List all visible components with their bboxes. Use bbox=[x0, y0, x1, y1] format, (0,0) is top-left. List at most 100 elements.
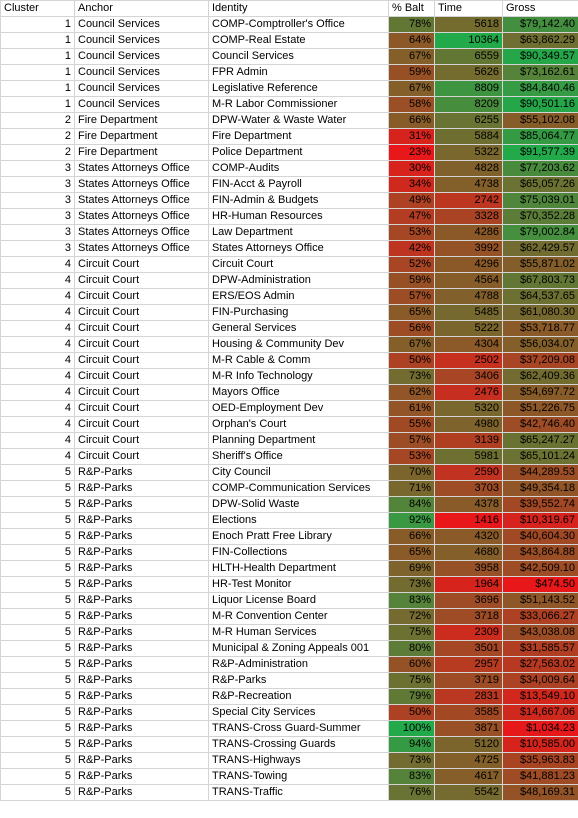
cell-anchor[interactable]: R&P-Parks bbox=[74, 736, 209, 753]
cell-cluster[interactable]: 4 bbox=[0, 320, 75, 337]
cell-anchor[interactable]: R&P-Parks bbox=[74, 544, 209, 561]
cell-time[interactable]: 2590 bbox=[434, 464, 503, 481]
cell-gross[interactable]: $62,429.57 bbox=[502, 240, 578, 257]
cell-time[interactable]: 4564 bbox=[434, 272, 503, 289]
cell-identity[interactable]: Municipal & Zoning Appeals 001 bbox=[208, 640, 389, 657]
cell-gross[interactable]: $56,034.07 bbox=[502, 336, 578, 353]
cell-cluster[interactable]: 5 bbox=[0, 768, 75, 785]
cell-cluster[interactable]: 5 bbox=[0, 464, 75, 481]
cell-pct-balt[interactable]: 75% bbox=[388, 624, 435, 641]
cell-cluster[interactable]: 3 bbox=[0, 192, 75, 209]
cell-cluster[interactable]: 3 bbox=[0, 240, 75, 257]
cell-pct-balt[interactable]: 34% bbox=[388, 176, 435, 193]
cell-anchor[interactable]: R&P-Parks bbox=[74, 784, 209, 801]
cell-identity[interactable]: Circuit Court bbox=[208, 256, 389, 273]
cell-gross[interactable]: $67,803.73 bbox=[502, 272, 578, 289]
cell-gross[interactable]: $43,038.08 bbox=[502, 624, 578, 641]
cell-identity[interactable]: TRANS-Crossing Guards bbox=[208, 736, 389, 753]
cell-time[interactable]: 3958 bbox=[434, 560, 503, 577]
cell-time[interactable]: 5120 bbox=[434, 736, 503, 753]
cell-anchor[interactable]: R&P-Parks bbox=[74, 624, 209, 641]
cell-cluster[interactable]: 5 bbox=[0, 688, 75, 705]
cell-pct-balt[interactable]: 73% bbox=[388, 368, 435, 385]
cell-anchor[interactable]: Council Services bbox=[74, 32, 209, 49]
cell-gross[interactable]: $63,862.29 bbox=[502, 32, 578, 49]
cell-time[interactable]: 3992 bbox=[434, 240, 503, 257]
cell-cluster[interactable]: 4 bbox=[0, 288, 75, 305]
cell-gross[interactable]: $42,746.40 bbox=[502, 416, 578, 433]
cell-identity[interactable]: OED-Employment Dev bbox=[208, 400, 389, 417]
cell-cluster[interactable]: 4 bbox=[0, 432, 75, 449]
cell-gross[interactable]: $73,162.61 bbox=[502, 64, 578, 81]
cell-gross[interactable]: $62,409.36 bbox=[502, 368, 578, 385]
cell-identity[interactable]: R&P-Parks bbox=[208, 672, 389, 689]
cell-anchor[interactable]: R&P-Parks bbox=[74, 496, 209, 513]
cell-identity[interactable]: R&P-Recreation bbox=[208, 688, 389, 705]
cell-cluster[interactable]: 5 bbox=[0, 736, 75, 753]
cell-identity[interactable]: Planning Department bbox=[208, 432, 389, 449]
cell-anchor[interactable]: R&P-Parks bbox=[74, 560, 209, 577]
cell-pct-balt[interactable]: 100% bbox=[388, 720, 435, 737]
cell-gross[interactable]: $85,064.77 bbox=[502, 128, 578, 145]
header-cell-anchor[interactable]: Anchor bbox=[74, 0, 209, 17]
cell-cluster[interactable]: 4 bbox=[0, 448, 75, 465]
cell-gross[interactable]: $48,169.31 bbox=[502, 784, 578, 801]
cell-anchor[interactable]: R&P-Parks bbox=[74, 768, 209, 785]
cell-gross[interactable]: $79,002.84 bbox=[502, 224, 578, 241]
cell-anchor[interactable]: Council Services bbox=[74, 48, 209, 65]
cell-identity[interactable]: FIN-Acct & Payroll bbox=[208, 176, 389, 193]
cell-cluster[interactable]: 1 bbox=[0, 16, 75, 33]
cell-time[interactable]: 5542 bbox=[434, 784, 503, 801]
cell-time[interactable]: 4617 bbox=[434, 768, 503, 785]
cell-identity[interactable]: Elections bbox=[208, 512, 389, 529]
cell-gross[interactable]: $90,349.57 bbox=[502, 48, 578, 65]
cell-anchor[interactable]: R&P-Parks bbox=[74, 464, 209, 481]
cell-cluster[interactable]: 5 bbox=[0, 656, 75, 673]
cell-gross[interactable]: $474.50 bbox=[502, 576, 578, 593]
cell-anchor[interactable]: R&P-Parks bbox=[74, 688, 209, 705]
cell-pct-balt[interactable]: 58% bbox=[388, 96, 435, 113]
cell-pct-balt[interactable]: 84% bbox=[388, 496, 435, 513]
cell-identity[interactable]: Sheriff's Office bbox=[208, 448, 389, 465]
cell-anchor[interactable]: R&P-Parks bbox=[74, 592, 209, 609]
cell-time[interactable]: 4680 bbox=[434, 544, 503, 561]
cell-gross[interactable]: $65,247.27 bbox=[502, 432, 578, 449]
cell-anchor[interactable]: Council Services bbox=[74, 64, 209, 81]
cell-pct-balt[interactable]: 73% bbox=[388, 752, 435, 769]
cell-identity[interactable]: FIN-Purchasing bbox=[208, 304, 389, 321]
cell-anchor[interactable]: Circuit Court bbox=[74, 384, 209, 401]
cell-cluster[interactable]: 5 bbox=[0, 624, 75, 641]
cell-gross[interactable]: $1,034.23 bbox=[502, 720, 578, 737]
cell-pct-balt[interactable]: 65% bbox=[388, 544, 435, 561]
cell-time[interactable]: 4378 bbox=[434, 496, 503, 513]
cell-cluster[interactable]: 3 bbox=[0, 176, 75, 193]
cell-cluster[interactable]: 4 bbox=[0, 352, 75, 369]
cell-gross[interactable]: $55,102.08 bbox=[502, 112, 578, 129]
cell-anchor[interactable]: Circuit Court bbox=[74, 336, 209, 353]
cell-identity[interactable]: HLTH-Health Department bbox=[208, 560, 389, 577]
cell-pct-balt[interactable]: 76% bbox=[388, 784, 435, 801]
cell-anchor[interactable]: Circuit Court bbox=[74, 368, 209, 385]
cell-pct-balt[interactable]: 75% bbox=[388, 672, 435, 689]
cell-anchor[interactable]: Council Services bbox=[74, 96, 209, 113]
cell-anchor[interactable]: Council Services bbox=[74, 80, 209, 97]
cell-cluster[interactable]: 4 bbox=[0, 256, 75, 273]
cell-identity[interactable]: COMP-Comptroller's Office bbox=[208, 16, 389, 33]
cell-identity[interactable]: COMP-Real Estate bbox=[208, 32, 389, 49]
cell-pct-balt[interactable]: 59% bbox=[388, 64, 435, 81]
cell-cluster[interactable]: 4 bbox=[0, 304, 75, 321]
cell-pct-balt[interactable]: 65% bbox=[388, 304, 435, 321]
cell-anchor[interactable]: States Attorneys Office bbox=[74, 192, 209, 209]
header-cell-cluster[interactable]: Cluster bbox=[0, 0, 75, 17]
cell-gross[interactable]: $27,563.02 bbox=[502, 656, 578, 673]
cell-gross[interactable]: $14,667.06 bbox=[502, 704, 578, 721]
cell-anchor[interactable]: R&P-Parks bbox=[74, 752, 209, 769]
cell-anchor[interactable]: Circuit Court bbox=[74, 256, 209, 273]
cell-time[interactable]: 5884 bbox=[434, 128, 503, 145]
cell-cluster[interactable]: 5 bbox=[0, 720, 75, 737]
cell-time[interactable]: 4738 bbox=[434, 176, 503, 193]
cell-gross[interactable]: $34,009.64 bbox=[502, 672, 578, 689]
cell-identity[interactable]: HR-Test Monitor bbox=[208, 576, 389, 593]
cell-time[interactable]: 6255 bbox=[434, 112, 503, 129]
cell-time[interactable]: 8809 bbox=[434, 80, 503, 97]
